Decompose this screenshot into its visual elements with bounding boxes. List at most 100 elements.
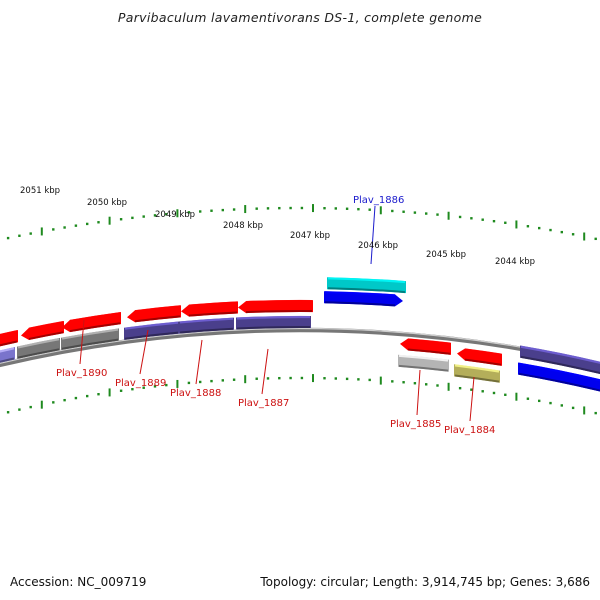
cog-purple-1889-edge [124, 331, 179, 340]
cog-lightgray-1885 [398, 354, 449, 372]
gene-blue-1886-edge [324, 301, 396, 307]
inner-ruler-tick [108, 388, 111, 397]
accession-text: Accession: NC_009719 [10, 575, 147, 589]
gene-purple-right-shine [520, 345, 600, 364]
inner-ruler-tick [334, 377, 337, 380]
leader-plav-1885 [416, 369, 421, 416]
gene-red-1889-edge [134, 315, 181, 323]
inner-ruler-tick [176, 379, 179, 388]
scale-label-2048: 2048 kbp [223, 221, 263, 231]
gene-red-1889 [127, 305, 181, 323]
outer-ruler-tick [458, 215, 462, 219]
gene-red-1889b-body [62, 312, 121, 333]
inner-ruler-tick [210, 379, 213, 383]
outer-ruler-tick [221, 208, 224, 212]
inner-ruler-tick [165, 383, 168, 387]
outer-ruler-tick [199, 210, 202, 213]
cog-olive-1884-body [454, 364, 500, 383]
inner-ruler-tick [357, 378, 360, 381]
gene-red-1884-shine [464, 348, 502, 356]
cog-purple-1889 [124, 321, 179, 340]
cog-purple-edge [0, 347, 15, 363]
outer-ruler-tick [402, 210, 405, 213]
outer-ruler-tick [97, 221, 100, 224]
outer-ruler-tick [176, 209, 179, 218]
inner-ruler-tick [52, 401, 55, 404]
outer-ruler-tick [29, 232, 32, 235]
inner-ruler-tick [289, 376, 292, 380]
inner-ruler-tick [255, 377, 258, 380]
cog-purple-1887-shine [236, 315, 311, 320]
cog-gray-1889b-shine [61, 328, 119, 340]
inner-ruler-tick [244, 375, 247, 384]
outer-ruler-tick [18, 234, 21, 237]
cog-gray-1890-shine [17, 338, 60, 349]
cog-purple-1888-shine [179, 317, 234, 324]
inner-ruler-tick [413, 382, 417, 385]
scale-label-2044: 2044 kbp [495, 257, 535, 267]
cog-purple-1888-edge [179, 327, 234, 334]
gene-red-edge [0, 330, 18, 347]
gene-cyan-1886 [327, 277, 406, 294]
cog-purple-1889-shine [124, 321, 179, 330]
gene-red-1888-shine [188, 301, 238, 307]
inner-ruler-tick [515, 392, 518, 401]
outer-ruler-tick [583, 232, 586, 241]
inner-ruler-tick [481, 390, 484, 393]
outer-ruler-tick [515, 220, 518, 229]
genome-stats-text: Topology: circular; Length: 3,914,745 bp… [260, 575, 590, 589]
inner-ruler-tick [300, 376, 304, 380]
inner-ruler-tick [18, 408, 21, 411]
scale-label-2050: 2050 kbp [87, 198, 127, 208]
outer-ruler-tick [278, 206, 281, 210]
outer-ruler-tick [560, 230, 563, 234]
inner-ruler-tick [40, 400, 43, 409]
outer-ruler-tick [323, 207, 326, 210]
inner-ruler-tick [470, 388, 473, 391]
scale-label-2045: 2045 kbp [426, 250, 466, 260]
cog-lightgray-1885-edge [398, 364, 449, 372]
scale-label-2047: 2047 kbp [290, 231, 330, 241]
inner-ruler-tick [199, 380, 202, 384]
outer-ruler-tick [492, 219, 496, 223]
outer-ruler-tick [74, 224, 78, 227]
gene-red-edge-shine [0, 330, 18, 337]
inner-ruler-tick [131, 387, 134, 391]
gene-blue-1886 [324, 291, 403, 307]
outer-ruler-tick [379, 206, 382, 215]
gene-red-1888-edge [188, 311, 238, 317]
scale-label-2051: 2051 kbp [20, 186, 60, 196]
outer-ruler-tick [481, 218, 484, 221]
outer-ruler-tick [119, 218, 123, 221]
outer-ruler-tick [571, 233, 575, 236]
inner-ruler-tick [526, 397, 530, 400]
gene-cyan-1886-shine [327, 277, 406, 284]
inner-ruler-tick [436, 384, 439, 387]
gene-red-edge-edge [0, 340, 18, 347]
inner-ruler-tick [504, 393, 507, 396]
gene-red-1890-edge [28, 331, 64, 340]
inner-ruler-tick [391, 380, 394, 383]
cog-lightgray-1885-shine [398, 354, 449, 362]
scale-labels: 2051 kbp 2050 kbp 2049 kbp 2048 kbp 2047… [20, 186, 535, 267]
cog-olive-1884 [454, 364, 500, 383]
inner-ruler-tick [119, 389, 123, 392]
inner-ruler-tick [447, 382, 450, 391]
gene-blue-right-shine [518, 362, 600, 382]
gene-red-1890-shine [28, 321, 64, 330]
cog-gray-1889b [61, 328, 119, 350]
inner-ruler-tick [142, 386, 145, 389]
gene-blue-right [518, 362, 600, 392]
outer-ruler-tick [391, 209, 394, 213]
inner-ruler-tick [458, 386, 462, 390]
scale-ruler-inner [6, 374, 597, 415]
inner-ruler-tick [86, 394, 89, 398]
outer-ruler-tick [334, 207, 337, 210]
outer-ruler-tick [142, 215, 145, 218]
inner-ruler-tick [323, 377, 326, 380]
outer-ruler-tick [86, 222, 89, 226]
outer-ruler-tick [538, 226, 541, 230]
outer-ruler-tick [504, 221, 507, 224]
outer-ruler-tick [232, 208, 236, 211]
gene-red-1887-shine [245, 299, 313, 304]
